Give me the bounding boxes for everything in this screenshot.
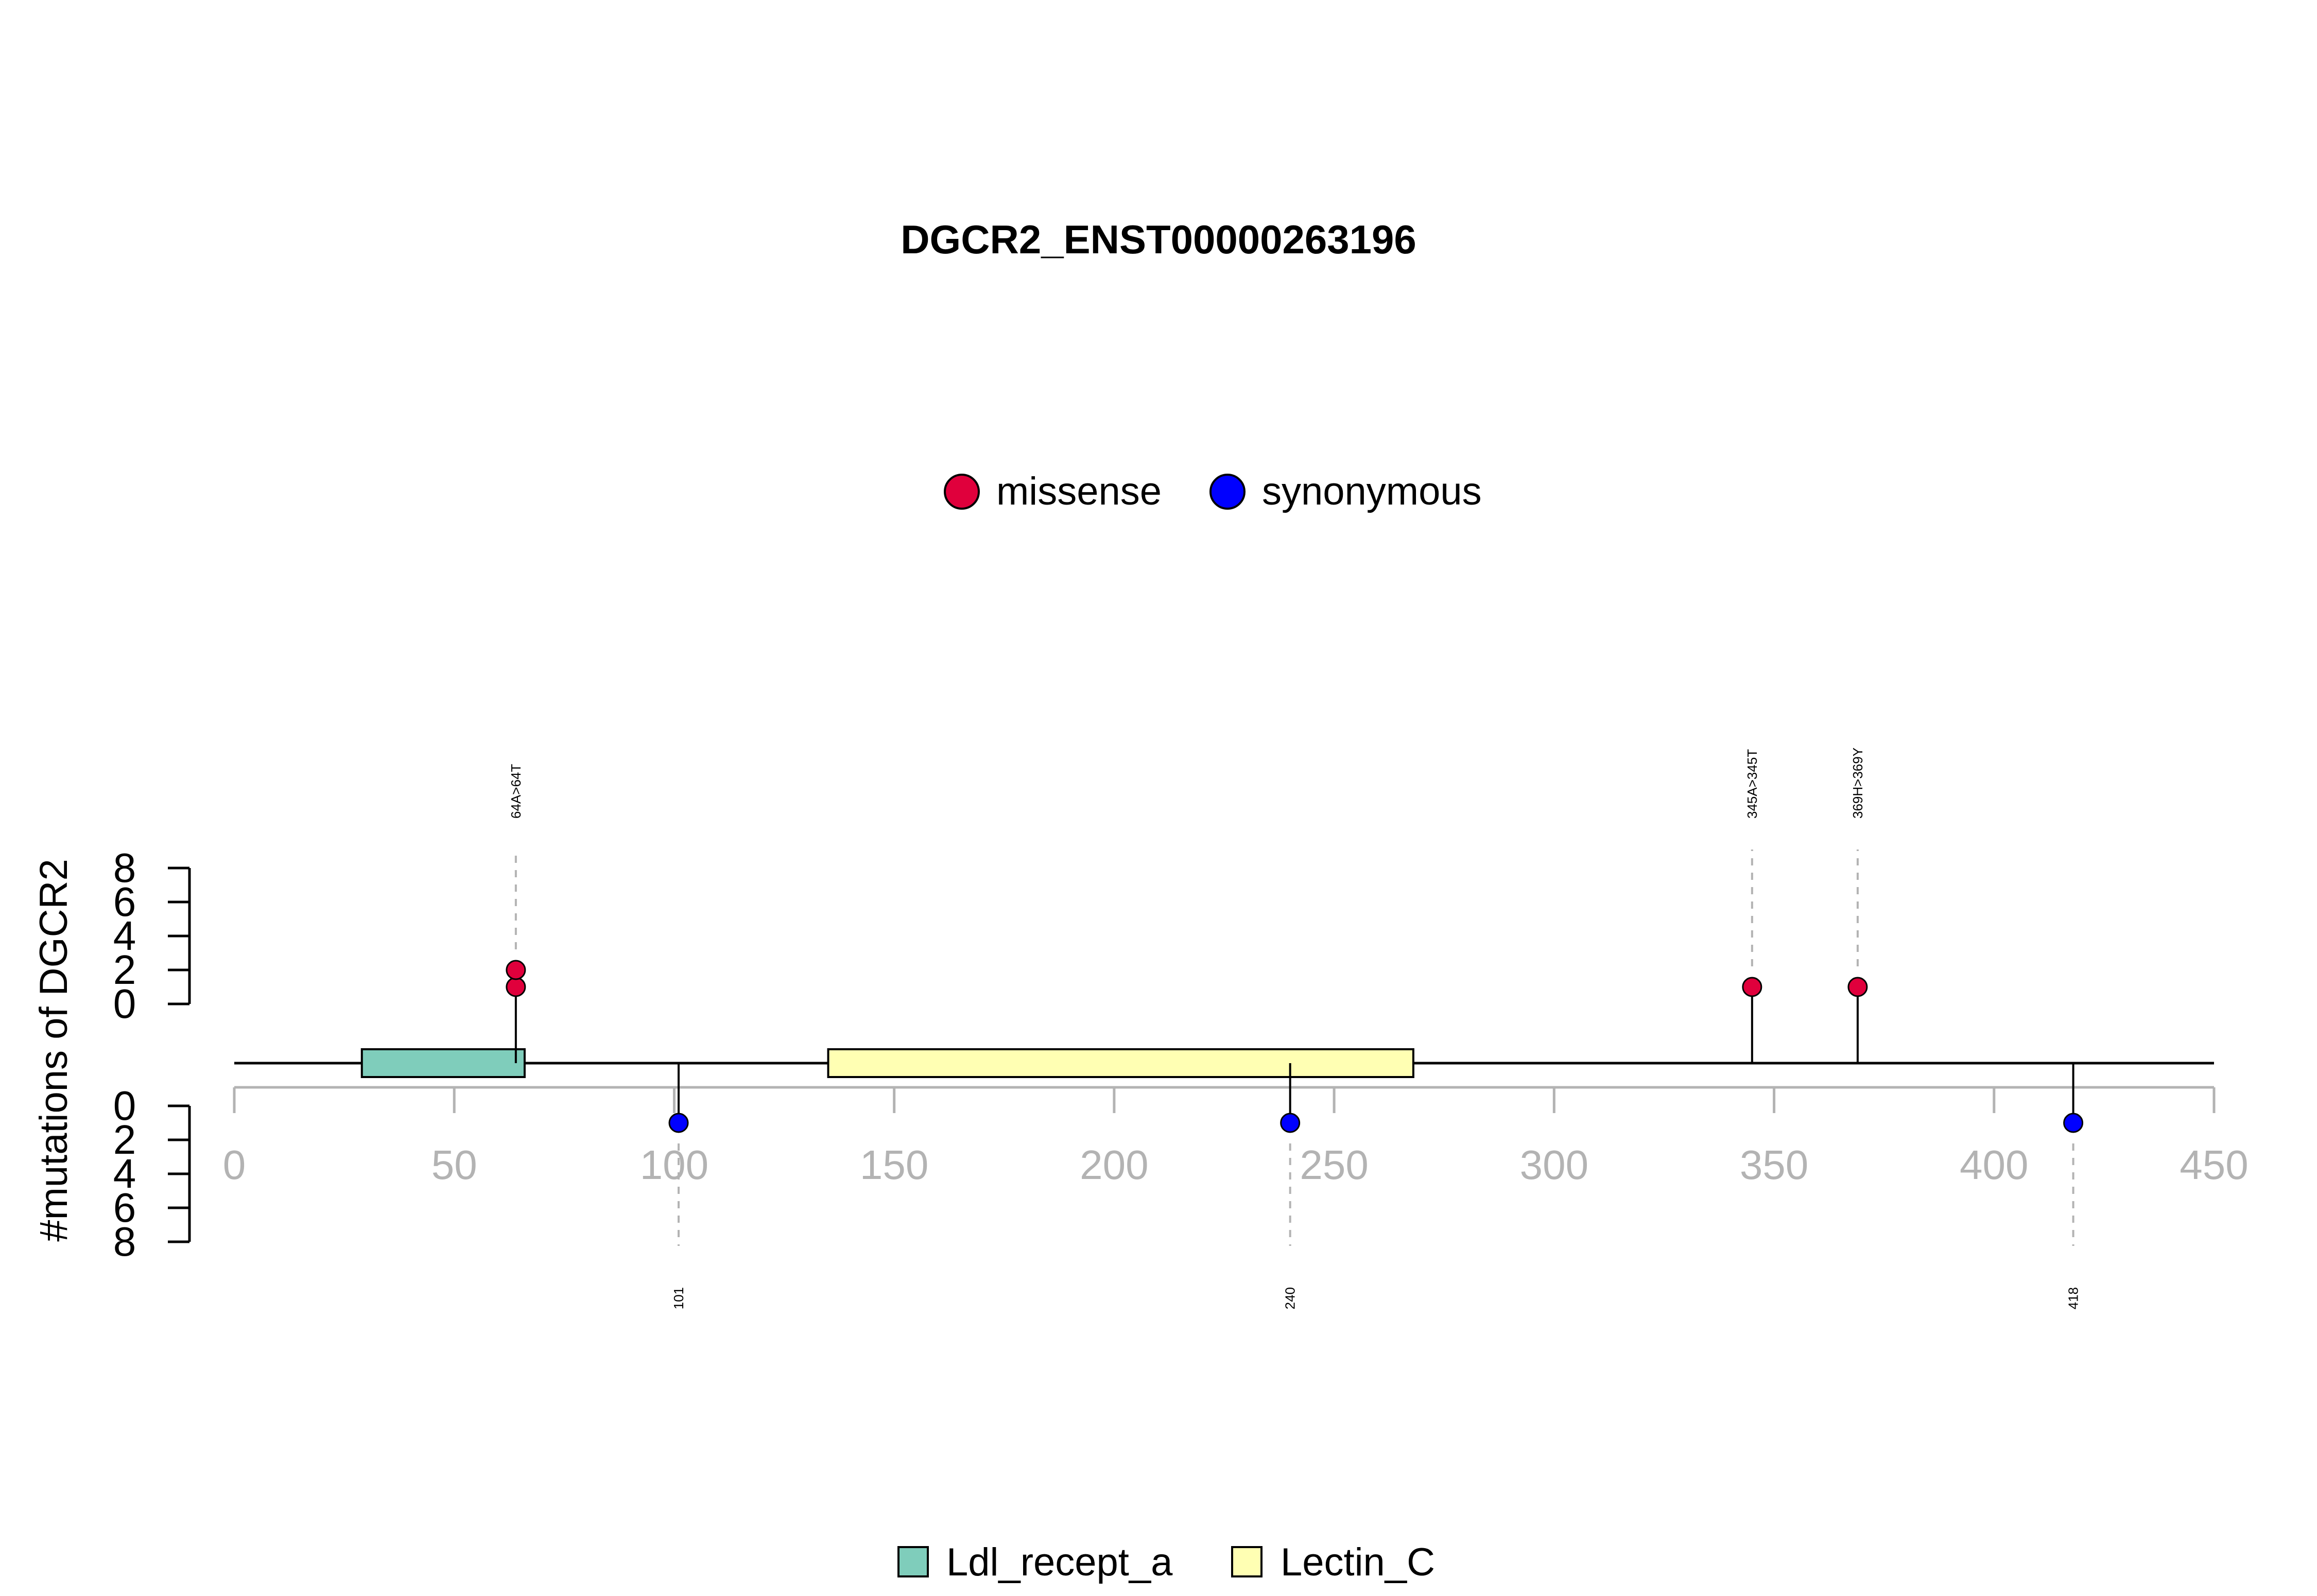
x-tick-label-150: 150 bbox=[860, 1142, 928, 1188]
y-bottom-tick-label-4: 4 bbox=[113, 1151, 136, 1196]
y-axis-label: #mutations of DGCR2 bbox=[32, 859, 76, 1241]
x-tick-label-300: 300 bbox=[1520, 1142, 1588, 1188]
mutation-point-345-1 bbox=[1742, 977, 1762, 997]
y-bottom-tick-label-0: 0 bbox=[113, 1083, 136, 1129]
mutation-point-418-1 bbox=[2063, 1113, 2084, 1133]
x-tick-label-50: 50 bbox=[431, 1142, 477, 1188]
y-bottom-tick-label-6: 6 bbox=[113, 1185, 136, 1230]
chart-title: DGCR2_ENST00000263196 bbox=[901, 217, 1416, 262]
mutation-label-240: 240 bbox=[1283, 1287, 1298, 1309]
mutation-point-101-1 bbox=[668, 1113, 689, 1133]
legend-ldl-recept-a-label: Ldl_recept_a bbox=[946, 1540, 1173, 1584]
mutation-label-345: 345A>345T bbox=[1744, 749, 1760, 819]
mutation-point-240-1 bbox=[1280, 1113, 1301, 1133]
legend-lectin-c-label: Lectin_C bbox=[1281, 1540, 1435, 1584]
x-tick-label-350: 350 bbox=[1740, 1142, 1808, 1188]
mutation-label-418: 418 bbox=[2066, 1287, 2081, 1309]
plot-area: 0 50 100 150 200 250 300 350 400 450024680246864A… bbox=[113, 748, 2249, 1309]
mutation-label-369: 369H>369Y bbox=[1850, 748, 1865, 819]
legend-ldl-recept-a-swatch bbox=[897, 1546, 929, 1577]
y-top-tick-label-6: 6 bbox=[113, 879, 136, 925]
mutation-point-64-1 bbox=[506, 977, 526, 997]
x-tick-label-0: 0 bbox=[223, 1142, 246, 1188]
legend-synonymous-label: synonymous bbox=[1262, 470, 1482, 513]
mutation-point-369-1 bbox=[1847, 977, 1868, 997]
x-tick-label-200: 200 bbox=[1080, 1142, 1148, 1188]
x-tick-label-250: 250 bbox=[1300, 1142, 1368, 1188]
mutation-legend: missense synonymous bbox=[944, 470, 1482, 513]
x-tick-label-450: 450 bbox=[2180, 1142, 2248, 1188]
domain-ldl-recept-a bbox=[360, 1048, 526, 1078]
x-tick-label-100: 100 bbox=[640, 1142, 708, 1188]
legend-synonymous-marker bbox=[1209, 474, 1246, 510]
y-top-tick-label-0: 0 bbox=[113, 981, 136, 1027]
domain-lectin-c bbox=[827, 1048, 1414, 1078]
y-top-tick-label-8: 8 bbox=[113, 845, 136, 891]
legend-missense-label: missense bbox=[996, 470, 1162, 513]
mutation-label-101: 101 bbox=[671, 1287, 686, 1309]
legend-missense-marker bbox=[944, 474, 980, 510]
y-top-tick-label-2: 2 bbox=[113, 947, 136, 993]
y-top-tick-label-4: 4 bbox=[113, 913, 136, 959]
mutation-label-64: 64A>64T bbox=[508, 764, 524, 819]
y-bottom-tick-label-2: 2 bbox=[113, 1117, 136, 1163]
x-tick-label-400: 400 bbox=[1960, 1142, 2028, 1188]
domain-legend: Ldl_recept_a Lectin_C bbox=[897, 1540, 1435, 1584]
legend-lectin-c-swatch bbox=[1231, 1546, 1263, 1577]
mutation-point-64-2 bbox=[506, 960, 526, 980]
y-bottom-tick-label-8: 8 bbox=[113, 1219, 136, 1264]
